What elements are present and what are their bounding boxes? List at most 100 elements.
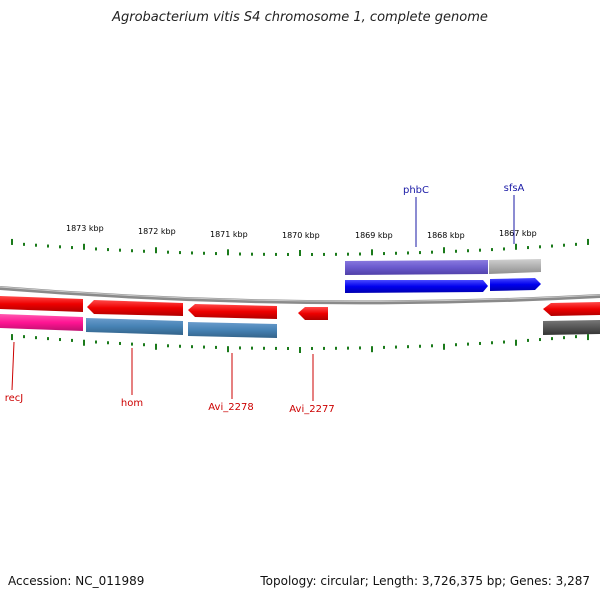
cds-feature-phbC[interactable] — [345, 280, 488, 293]
minor-tick — [239, 252, 241, 256]
minor-tick — [383, 252, 385, 256]
minor-tick — [71, 246, 73, 250]
minor-tick — [467, 249, 469, 253]
gene-feature-sfsA[interactable] — [489, 259, 541, 274]
minor-tick — [179, 251, 181, 255]
gene-feature-hom[interactable] — [86, 318, 183, 335]
minor-tick — [23, 242, 25, 246]
tick-labels: 1873 kbp 1872 kbp 1871 kbp 1870 kbp 1869… — [66, 224, 537, 240]
minor-tick — [563, 243, 565, 247]
minor-tick — [311, 346, 313, 350]
minor-tick — [167, 344, 169, 348]
minor-tick — [479, 341, 481, 345]
minor-tick — [527, 338, 529, 342]
cds-feature-hom[interactable] — [87, 300, 183, 316]
cds-feature-sfsA[interactable] — [490, 278, 541, 291]
minor-tick — [59, 338, 61, 342]
minor-tick — [419, 344, 421, 348]
minor-tick — [251, 252, 253, 256]
minor-tick — [47, 244, 49, 248]
major-tick — [83, 243, 85, 250]
minor-tick — [347, 252, 349, 256]
major-tick — [443, 247, 445, 254]
gene-label-hom[interactable]: hom — [121, 398, 143, 409]
minor-tick — [191, 345, 193, 349]
gene-feature-phbC[interactable] — [345, 260, 488, 275]
minor-tick — [383, 345, 385, 349]
minor-tick — [287, 346, 289, 350]
cds-feature-right-edge[interactable] — [543, 302, 600, 316]
minor-tick — [551, 244, 553, 248]
gene-label-Avi_2278[interactable]: Avi_2278 — [208, 402, 253, 413]
minor-tick — [431, 344, 433, 348]
cds-feature-recJ[interactable] — [0, 296, 83, 312]
minor-tick — [491, 341, 493, 345]
gene-label-recJ[interactable]: recJ — [5, 393, 24, 404]
minor-tick — [275, 346, 277, 350]
minor-tick — [395, 345, 397, 349]
major-tick — [443, 343, 445, 350]
major-tick — [515, 243, 517, 250]
minor-tick — [407, 251, 409, 255]
minor-tick — [407, 345, 409, 349]
bottom-tick-ring — [11, 334, 589, 353]
minor-tick — [359, 252, 361, 256]
minor-tick — [287, 252, 289, 256]
minor-tick — [35, 336, 37, 340]
cds-feature-Avi_2277[interactable] — [298, 307, 328, 320]
minor-tick — [323, 346, 325, 350]
minor-tick — [539, 338, 541, 342]
minor-tick — [491, 248, 493, 252]
minor-tick — [503, 247, 505, 251]
gene-feature-Avi_2278[interactable] — [188, 322, 277, 338]
minor-tick — [131, 342, 133, 346]
minor-tick — [107, 341, 109, 345]
minor-tick — [167, 250, 169, 254]
minor-tick — [191, 251, 193, 255]
tick-label: 1873 kbp — [66, 224, 104, 233]
minor-tick — [263, 346, 265, 350]
minor-tick — [215, 252, 217, 256]
bottom-gene-labels: recJ hom Avi_2278 Avi_2277 — [5, 341, 335, 415]
minor-tick — [347, 346, 349, 350]
major-tick — [155, 343, 157, 350]
minor-tick — [47, 337, 49, 341]
gene-label-phbC[interactable]: phbC — [403, 185, 429, 196]
minor-tick — [311, 252, 313, 256]
accession-text: Accession: NC_011989 — [8, 574, 145, 588]
gene-feature-right-edge[interactable] — [543, 320, 600, 335]
major-tick — [227, 346, 229, 353]
major-tick — [83, 339, 85, 346]
minor-tick — [275, 252, 277, 256]
minor-tick — [539, 245, 541, 249]
minor-tick — [575, 335, 577, 339]
minor-tick — [143, 249, 145, 253]
major-tick — [155, 247, 157, 254]
major-tick — [371, 249, 373, 256]
minor-tick — [23, 335, 25, 339]
minor-tick — [323, 252, 325, 256]
tick-label: 1867 kbp — [499, 229, 537, 238]
minor-tick — [575, 242, 577, 246]
tick-label: 1871 kbp — [210, 230, 248, 239]
minor-tick — [179, 344, 181, 348]
minor-tick — [95, 340, 97, 344]
gene-label-Avi_2277[interactable]: Avi_2277 — [289, 404, 334, 415]
gene-label-sfsA[interactable]: sfsA — [504, 183, 525, 194]
minor-tick — [479, 248, 481, 252]
rna-feature-recJ[interactable] — [0, 314, 83, 331]
major-tick — [371, 346, 373, 353]
minor-tick — [467, 342, 469, 346]
major-tick — [299, 347, 301, 353]
minor-tick — [239, 346, 241, 350]
reverse-strand-features — [0, 296, 600, 338]
minor-tick — [263, 252, 265, 256]
major-tick — [11, 334, 13, 341]
cds-feature-Avi_2278[interactable] — [188, 304, 277, 319]
major-tick — [515, 339, 517, 346]
minor-tick — [455, 249, 457, 253]
chromosome-backbone — [0, 286, 600, 305]
minor-tick — [119, 248, 121, 252]
minor-tick — [119, 341, 121, 345]
minor-tick — [335, 252, 337, 256]
